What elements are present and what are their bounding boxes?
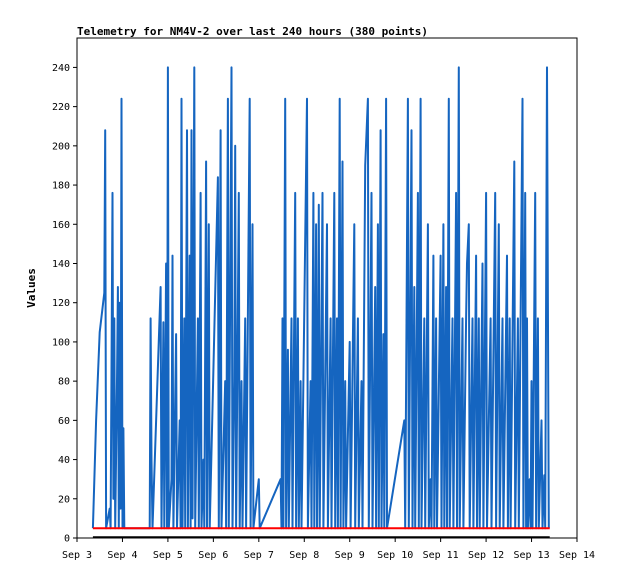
y-tick-label: 120 bbox=[52, 298, 70, 309]
y-tick-label: 220 bbox=[52, 102, 70, 113]
x-tick-label: Sep 7 bbox=[244, 550, 274, 561]
x-tick-label: Sep 11 bbox=[423, 550, 459, 561]
chart-title: Telemetry for NM4V-2 over last 240 hours… bbox=[77, 25, 428, 38]
x-tick-label: Sep 5 bbox=[153, 550, 183, 561]
y-tick-label: 60 bbox=[58, 416, 70, 427]
x-tick-label: Sep 3 bbox=[62, 550, 92, 561]
y-tick-label: 40 bbox=[58, 455, 70, 466]
y-tick-label: 100 bbox=[52, 337, 70, 348]
x-tick-label: Sep 13 bbox=[513, 550, 549, 561]
y-tick-label: 20 bbox=[58, 494, 70, 505]
y-tick-label: 0 bbox=[64, 534, 70, 545]
series-line bbox=[91, 66, 550, 530]
y-tick-label: 160 bbox=[52, 220, 70, 231]
y-tick-label: 180 bbox=[52, 181, 70, 192]
y-axis: 0 20 40 60 80 100 120 140 160 180 200 220 240 bbox=[52, 63, 77, 545]
x-tick-label: Sep 10 bbox=[377, 550, 413, 561]
x-tick-label: Sep 9 bbox=[335, 550, 365, 561]
x-tick-label: Sep 12 bbox=[468, 550, 504, 561]
reference-lines bbox=[92, 527, 550, 538]
x-tick-label: Sep 8 bbox=[289, 550, 319, 561]
x-tick-label: Sep 4 bbox=[107, 550, 137, 561]
y-axis-label: Values bbox=[25, 268, 38, 308]
y-tick-label: 200 bbox=[52, 141, 70, 152]
y-tick-label: 240 bbox=[52, 63, 70, 74]
y-tick-label: 140 bbox=[52, 259, 70, 270]
y-tick-label: 80 bbox=[58, 377, 70, 388]
plot-frame bbox=[76, 37, 578, 539]
series-group bbox=[91, 66, 550, 530]
x-tick-label: Sep 14 bbox=[559, 550, 595, 561]
x-axis: Sep 3 Sep 4 Sep 5 Sep 6 Sep 7 Sep 8 Sep 9 Sep 1… bbox=[62, 538, 595, 561]
x-tick-label: Sep 6 bbox=[198, 550, 228, 561]
